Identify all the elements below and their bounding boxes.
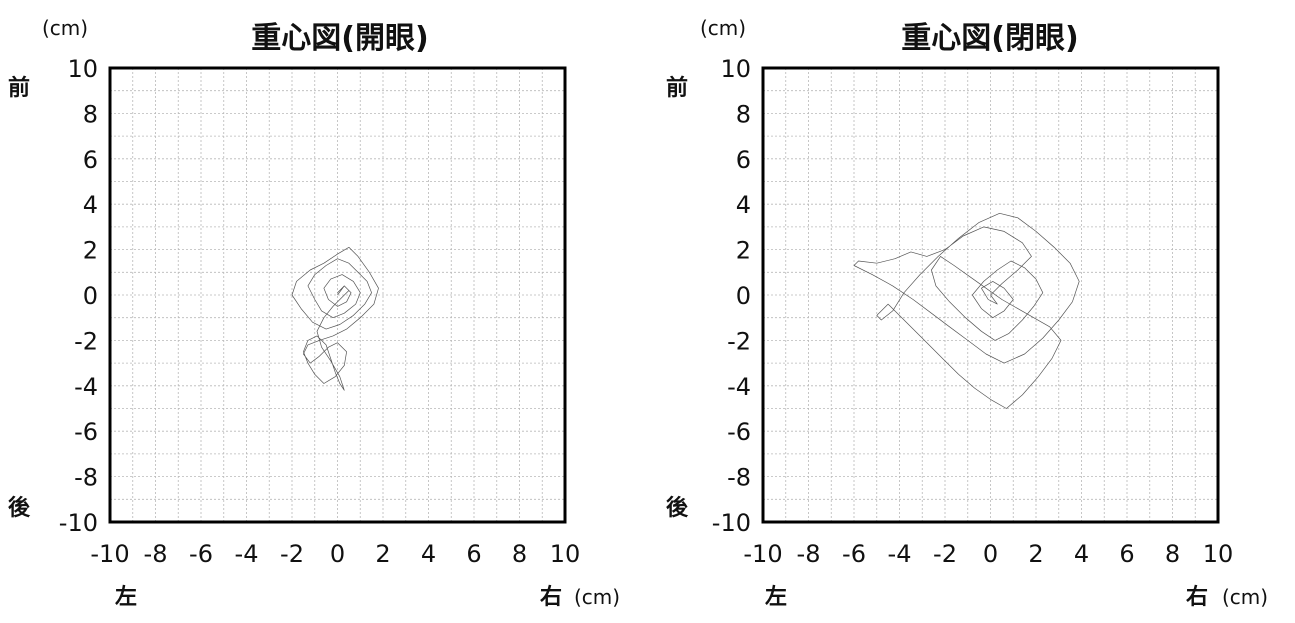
y-tick-label: -4 <box>727 373 751 401</box>
x-tick-label: 8 <box>1165 540 1180 568</box>
y-tick-label: 6 <box>736 146 751 174</box>
y-tick-label: -6 <box>74 418 98 446</box>
right-label: 右 <box>1186 585 1208 610</box>
y-tick-label: -4 <box>74 373 98 401</box>
x-tick-label: 0 <box>983 540 998 568</box>
x-tick-label: 6 <box>466 540 481 568</box>
x-tick-label: 2 <box>1028 540 1043 568</box>
right-label: 右 <box>540 585 562 610</box>
x-tick-label: -8 <box>797 540 821 568</box>
chart-open-eyes: (cm) 重心図(開眼) 前 後 左 右 (cm) 1086420-2-4-6-… <box>8 16 620 610</box>
back-label: 後 <box>8 495 31 521</box>
front-label: 前 <box>8 75 30 101</box>
left-label: 左 <box>115 584 137 610</box>
x-tick-label: -6 <box>842 540 866 568</box>
y-tick-label: -2 <box>727 327 751 355</box>
y-ticks: 10 8 6 4 2 0 -2 -4 -6 -8 -10 <box>59 55 98 537</box>
y-unit-label: (cm) <box>700 16 746 40</box>
x-tick-label: 4 <box>1074 540 1089 568</box>
y-unit-label: (cm) <box>42 16 88 40</box>
x-tick-label: -2 <box>933 540 957 568</box>
sway-trace <box>853 212 1080 409</box>
y-tick-label: 2 <box>736 237 751 265</box>
x-tick-label: -4 <box>888 540 912 568</box>
y-tick-label: 10 <box>67 55 98 83</box>
x-unit-label: (cm) <box>1222 585 1268 609</box>
x-tick-label: 8 <box>512 540 527 568</box>
left-label: 左 <box>765 584 787 610</box>
back-label: 後 <box>666 495 689 521</box>
y-ticks: 10 8 6 4 2 0 -2 -4 -6 -8 -10 <box>712 55 751 537</box>
x-tick-label: 10 <box>1203 540 1234 568</box>
y-tick-label: -8 <box>74 464 98 492</box>
plot-frame <box>108 66 567 524</box>
x-tick-label: -8 <box>144 540 168 568</box>
x-tick-label: 10 <box>550 540 581 568</box>
y-tick-label: -10 <box>59 509 98 537</box>
y-tick-label: -2 <box>74 327 98 355</box>
x-tick-label: -10 <box>90 540 129 568</box>
x-ticks: -10 -8 -6 -4 -2 0 2 4 6 8 10 <box>90 540 580 568</box>
y-tick-label: 4 <box>83 191 98 219</box>
x-tick-label: -4 <box>235 540 259 568</box>
y-tick-label: 0 <box>83 282 98 310</box>
y-tick-label: 2 <box>83 237 98 265</box>
y-tick-label: 6 <box>83 146 98 174</box>
x-tick-label: -6 <box>189 540 213 568</box>
x-tick-label: -10 <box>743 540 782 568</box>
x-ticks: -10 -8 -6 -4 -2 0 2 4 6 8 10 <box>743 540 1233 568</box>
chart-closed-eyes: (cm) 重心図(閉眼) 前 後 左 右 (cm) 1086420-2-4-6-… <box>666 16 1268 610</box>
front-label: 前 <box>666 75 688 101</box>
y-tick-label: 0 <box>736 282 751 310</box>
y-tick-label: -10 <box>712 509 751 537</box>
y-tick-label: 10 <box>720 55 751 83</box>
y-tick-label: 8 <box>736 100 751 128</box>
x-unit-label: (cm) <box>574 585 620 609</box>
chart-title: 重心図(閉眼) <box>901 21 1078 56</box>
y-tick-label: 8 <box>83 100 98 128</box>
plot-frame <box>761 66 1220 524</box>
y-tick-label: 4 <box>736 191 751 219</box>
x-tick-label: 4 <box>421 540 436 568</box>
y-tick-label: -8 <box>727 464 751 492</box>
y-tick-label: -6 <box>727 418 751 446</box>
x-tick-label: 2 <box>375 540 390 568</box>
x-tick-label: 6 <box>1119 540 1134 568</box>
x-tick-label: -2 <box>280 540 304 568</box>
chart-title: 重心図(開眼) <box>251 21 428 56</box>
sway-trace <box>291 246 379 391</box>
x-tick-label: 0 <box>330 540 345 568</box>
